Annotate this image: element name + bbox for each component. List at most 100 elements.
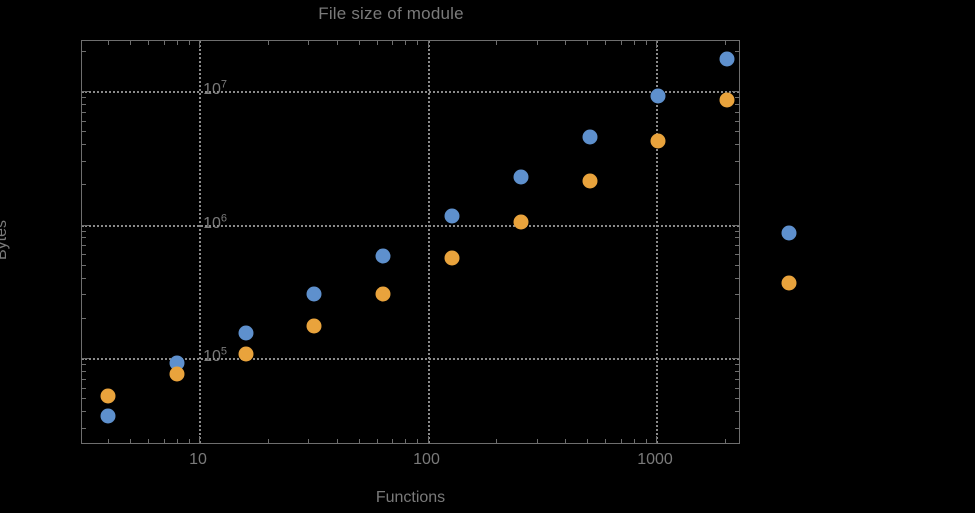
tick-y-right-minor-40000 (735, 411, 739, 413)
data-point-series-blue-2 (238, 325, 254, 341)
tick-y-minor-20000000 (82, 50, 86, 52)
data-point-series-blue-0 (100, 408, 116, 424)
tick-y-minor-60000 (82, 387, 86, 389)
tick-x-minor-6 (148, 41, 150, 45)
tick-x-top-minor-30 (308, 439, 310, 443)
x-tick-label-10: 10 (189, 451, 207, 468)
tick-y-minor-50000 (82, 398, 86, 400)
tick-y-right-minor-400000 (735, 277, 739, 279)
tick-x-top-minor-2000 (724, 439, 726, 443)
data-point-series-blue-8 (650, 88, 666, 104)
tick-x-minor-50 (358, 41, 360, 45)
tick-y-right-minor-900000 (735, 230, 739, 232)
tick-y-minor-300000 (82, 294, 86, 296)
y-tick-label-10e6: 106 (203, 212, 227, 232)
page-title: File size of module (318, 4, 464, 23)
marker-orange (781, 275, 797, 291)
tick-x-minor-7 (163, 41, 165, 45)
tick-x-minor-900 (645, 41, 647, 45)
tick-x-top-minor-80 (405, 439, 407, 443)
tick-y-minor-400000 (82, 277, 86, 279)
data-point-series-orange-0 (100, 388, 116, 404)
tick-x-major-10 (199, 41, 200, 48)
tick-x-top-minor-40 (336, 439, 338, 443)
tick-x-minor-60 (376, 41, 378, 45)
data-point-series-orange-7 (582, 173, 598, 189)
y-tick-label-10e5: 105 (203, 345, 227, 365)
tick-y-minor-700000 (82, 245, 86, 247)
tick-y-right-minor-6000000 (735, 120, 739, 122)
tick-x-top-minor-500 (587, 439, 589, 443)
marker-blue (781, 225, 797, 241)
tick-x-minor-4 (108, 41, 110, 45)
plot-inner (82, 41, 739, 443)
data-point-series-orange-3 (306, 318, 322, 334)
tick-y-minor-4000000 (82, 144, 86, 146)
tick-x-top-minor-60 (376, 439, 378, 443)
tick-y-right-minor-7000000 (735, 111, 739, 113)
tick-y-minor-70000 (82, 378, 86, 380)
tick-x-minor-40 (336, 41, 338, 45)
tick-x-top-minor-7 (163, 439, 165, 443)
plot-area (81, 40, 740, 444)
data-point-series-blue-7 (582, 129, 598, 145)
tick-x-minor-500 (587, 41, 589, 45)
tick-y-minor-900000 (82, 230, 86, 232)
y-axis-title: Bytes (0, 219, 11, 261)
tick-y-minor-8000000 (82, 103, 86, 105)
tick-y-minor-2000000 (82, 184, 86, 186)
gridline-horizontal-10e7 (82, 91, 739, 93)
gridline-horizontal-10e5 (82, 358, 739, 360)
x-tick-label-1000: 1000 (637, 451, 673, 468)
tick-x-top-minor-4 (108, 439, 110, 443)
tick-x-minor-700 (620, 41, 622, 45)
data-point-series-blue-3 (306, 286, 322, 302)
tick-x-minor-600 (605, 41, 607, 45)
data-point-series-orange-8 (650, 133, 666, 149)
tick-x-minor-70 (392, 41, 394, 45)
tick-x-top-minor-700 (620, 439, 622, 443)
tick-y-minor-90000 (82, 364, 86, 366)
tick-x-top-major-1000 (656, 436, 657, 443)
x-axis-title: Functions (375, 489, 446, 506)
tick-y-right-minor-9000000 (735, 97, 739, 99)
tick-x-top-minor-50 (358, 439, 360, 443)
data-point-series-orange-1 (169, 366, 185, 382)
tick-x-minor-90 (417, 41, 419, 45)
tick-y-right-minor-2000000 (735, 184, 739, 186)
data-point-series-blue-4 (375, 248, 391, 264)
tick-y-right-minor-90000 (735, 364, 739, 366)
tick-y-minor-30000 (82, 427, 86, 429)
tick-y-right-minor-700000 (735, 245, 739, 247)
tick-x-top-minor-5 (130, 439, 132, 443)
data-point-series-blue-6 (513, 169, 529, 185)
gridline-horizontal-10e6 (82, 224, 739, 227)
tick-y-major-100000 (82, 358, 89, 359)
data-point-series-blue-9 (719, 51, 735, 67)
tick-y-right-minor-300000 (735, 294, 739, 296)
tick-y-right-major-100000 (732, 358, 739, 359)
tick-x-minor-200 (496, 41, 498, 45)
tick-y-major-1000000 (82, 224, 89, 226)
tick-x-minor-400 (565, 41, 567, 45)
tick-x-minor-800 (633, 41, 635, 45)
tick-y-minor-800000 (82, 237, 86, 239)
tick-y-right-minor-800000 (735, 237, 739, 239)
tick-y-minor-7000000 (82, 111, 86, 113)
gridline-vertical-100 (427, 41, 430, 443)
tick-y-right-minor-600000 (735, 254, 739, 256)
data-point-series-orange-5 (444, 250, 460, 266)
tick-y-right-minor-30000 (735, 427, 739, 429)
tick-x-top-minor-900 (645, 439, 647, 443)
tick-x-top-minor-8 (176, 439, 178, 443)
x-tick-label-100: 100 (413, 451, 440, 468)
tick-x-top-minor-6 (148, 439, 150, 443)
tick-y-major-10000000 (82, 91, 89, 92)
tick-y-minor-200000 (82, 317, 86, 319)
tick-x-top-minor-400 (565, 439, 567, 443)
tick-x-top-minor-200 (496, 439, 498, 443)
tick-x-minor-9 (188, 41, 190, 45)
tick-x-minor-30 (308, 41, 310, 45)
tick-x-minor-20 (267, 41, 269, 45)
tick-y-minor-3000000 (82, 160, 86, 162)
